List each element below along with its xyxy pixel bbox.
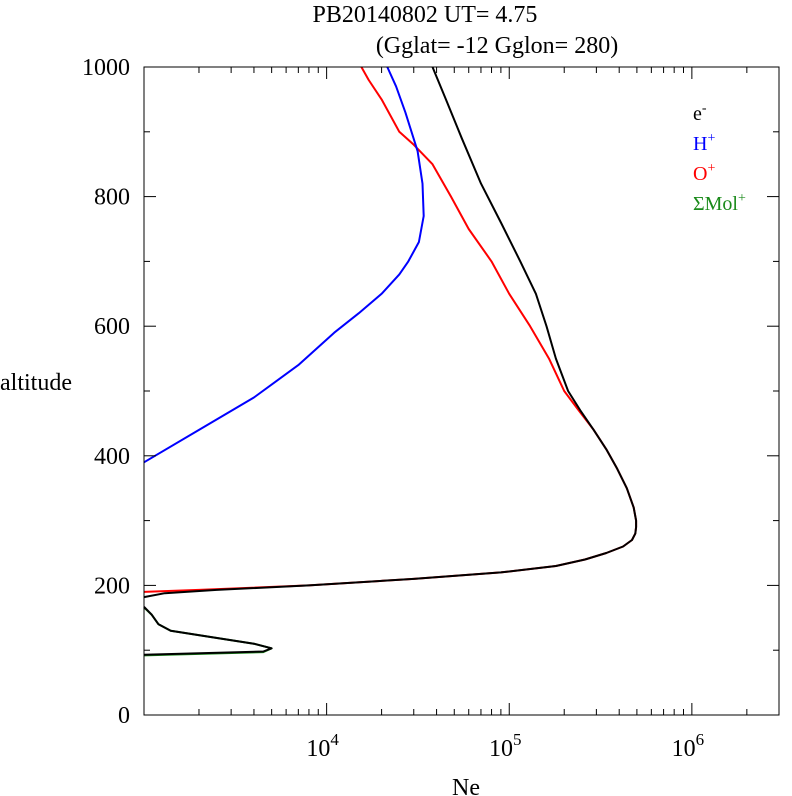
ticks-layer: [144, 66, 779, 716]
y-tick-label: 600: [94, 314, 130, 340]
x-tick-label: 104: [306, 730, 339, 762]
y-tick-label: 800: [94, 185, 130, 211]
legend: e- H+ O+ ΣMol+: [693, 101, 746, 215]
x-tick-labels: 104 105 106: [306, 730, 704, 762]
series-line: [143, 66, 638, 593]
legend-entry: O+: [693, 161, 715, 185]
legend-entry: e-: [693, 101, 707, 125]
legend-entry: H+: [693, 131, 715, 155]
y-tick-label: 1000: [82, 55, 130, 81]
y-tick-labels: 0 200 400 600 800 1000: [82, 55, 130, 729]
y-tick-label: 200: [94, 573, 130, 599]
series-line: [143, 66, 638, 599]
x-tick-label: 105: [489, 730, 521, 762]
series-line: [143, 606, 273, 657]
y-tick-label: 0: [118, 703, 130, 729]
plot-frame: [143, 66, 780, 716]
y-tick-label: 400: [94, 444, 130, 470]
y-axis-label: altitude: [0, 370, 72, 396]
x-axis-label: Ne: [452, 775, 480, 796]
series-line: [143, 606, 273, 656]
series-line: [143, 66, 425, 464]
series-layer: [143, 66, 638, 657]
legend-entry: ΣMol+: [693, 191, 746, 215]
chart-subtitle: (Gglat= -12 Gglon= 280): [376, 33, 618, 59]
x-tick-label: 106: [672, 730, 705, 762]
chart-title: PB20140802 UT= 4.75: [313, 2, 538, 28]
